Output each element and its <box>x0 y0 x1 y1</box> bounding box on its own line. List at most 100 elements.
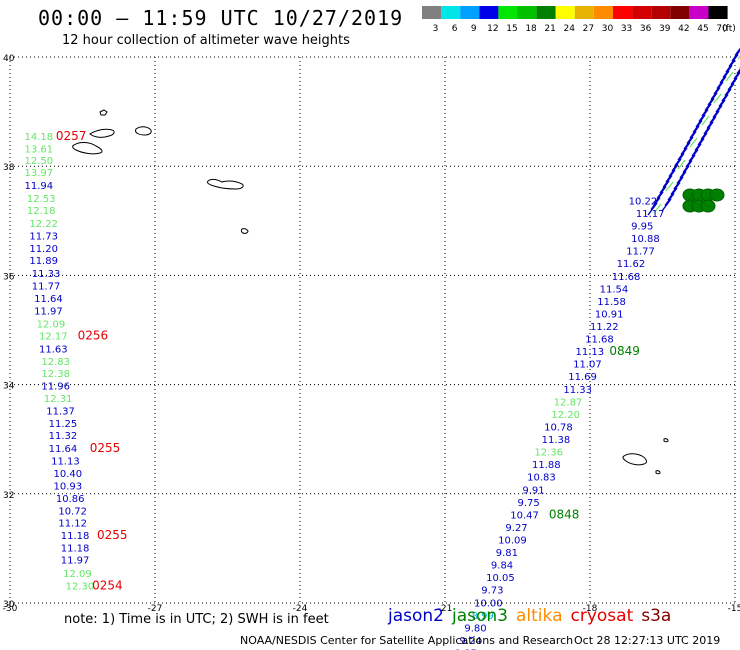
island-outline <box>72 142 103 155</box>
swath-mark <box>722 65 733 78</box>
wave-height-label: 12.30 <box>66 581 95 592</box>
swath-mark <box>677 159 686 170</box>
swath-mark <box>713 81 724 95</box>
wave-height-label: 12.87 <box>554 397 583 408</box>
island-outline <box>135 126 152 136</box>
wave-height-label: 11.20 <box>29 244 58 255</box>
colorbar-tick-label: 42 <box>678 24 689 34</box>
legend-s3a: s3a <box>641 606 672 626</box>
island-outline <box>99 109 108 116</box>
colorbar-tick-label: 9 <box>471 24 477 34</box>
wave-height-label: 11.94 <box>25 181 54 192</box>
wave-height-label: 11.18 <box>61 531 90 542</box>
swath-mark <box>736 68 740 74</box>
pass-time-label: 0254 <box>92 578 123 592</box>
swath-mark <box>680 142 691 155</box>
colorbar-tick-label: 39 <box>659 24 671 34</box>
wave-height-label: 12.50 <box>25 156 54 167</box>
swath-mark <box>721 88 732 102</box>
swath-mark <box>665 169 676 183</box>
wave-height-label: 9.80 <box>464 623 486 634</box>
swath-mark <box>686 131 697 144</box>
wave-height-label: 11.13 <box>51 456 80 467</box>
swath-mark <box>659 180 670 194</box>
x-axis-tick-label: -24 <box>293 604 308 614</box>
colorbar-tick-label: 3 <box>433 24 439 34</box>
wave-height-label: 9.35 <box>455 649 477 650</box>
page-subtitle: 12 hour collection of altimeter wave hei… <box>62 33 350 48</box>
colorbar-tick-label: 33 <box>621 24 632 34</box>
colorbar-tick-label: 6 <box>452 24 458 34</box>
wave-height-label: 11.89 <box>29 256 58 267</box>
satellite-legend: jason2 jason3 altika cryosat s3a <box>388 606 679 626</box>
wave-height-label: 9.27 <box>505 523 527 534</box>
swath-mark <box>713 93 722 104</box>
wave-height-label: 11.73 <box>29 231 58 242</box>
wave-height-label: 11.38 <box>542 435 571 446</box>
wave-height-label: 10.05 <box>486 573 515 584</box>
island-outline <box>663 438 669 443</box>
wave-height-label: 10.72 <box>58 507 87 518</box>
swath-mark <box>737 55 740 60</box>
swath-mark <box>662 175 673 188</box>
wave-height-label: 13.97 <box>25 168 54 179</box>
colorbar-tick-label: 21 <box>544 24 555 34</box>
wave-height-label: 11.64 <box>49 444 78 455</box>
island-outline <box>89 128 115 138</box>
swath-mark <box>689 137 698 148</box>
swath-mark <box>670 182 681 195</box>
wave-height-label: 10.88 <box>631 234 660 245</box>
wave-height-label: 11.54 <box>600 284 629 295</box>
swath-mark <box>647 202 658 216</box>
wave-height-label: 10.93 <box>54 481 83 492</box>
wave-height-label: 11.12 <box>58 519 87 530</box>
wave-height-label: 11.37 <box>46 407 75 418</box>
colorbar-swatch <box>479 6 499 19</box>
footer-timestamp: Oct 28 12:27:13 UTC 2019 <box>574 634 721 647</box>
colorbar-swatch <box>555 6 575 19</box>
axis-labels: -30 -27 -24 -21 -18 -15 30 32 34 36 38 40 <box>3 54 740 614</box>
colorbar-swatch <box>689 6 709 19</box>
swath-mark <box>691 143 702 157</box>
wave-height-label: 14.18 <box>25 132 54 143</box>
colorbar-tick-label: 45 <box>697 24 708 34</box>
wave-height-label: 10.40 <box>54 469 83 480</box>
swath-mark <box>698 109 709 122</box>
y-axis-tick-label: 36 <box>3 272 15 282</box>
wave-height-label: 9.81 <box>496 548 518 559</box>
legend-jason2: jason2 <box>388 606 444 626</box>
wave-height-label: 11.62 <box>617 259 646 270</box>
swath-mark <box>724 83 735 96</box>
swath-mark <box>667 187 678 201</box>
wave-height-label: 9.84 <box>491 561 513 572</box>
wave-height-label: 12.53 <box>27 194 56 205</box>
swath-mark <box>683 136 694 150</box>
colorbar-swatch <box>536 6 556 19</box>
pass-time-label: 0257 <box>56 129 87 143</box>
swath-mark <box>653 203 662 214</box>
swath-mark <box>715 99 726 113</box>
swath-mark <box>688 149 699 162</box>
wave-height-label: 12.18 <box>27 206 56 217</box>
legend-cryosat: cryosat <box>570 606 634 626</box>
wave-height-label: 12.36 <box>534 448 563 459</box>
wave-height-label: 12.31 <box>44 394 73 405</box>
swath-mark <box>665 181 674 192</box>
swath-mark <box>650 197 661 210</box>
footer-credit: NOAA/NESDIS Center for Satellite Applica… <box>240 634 574 647</box>
swath-mark <box>709 110 720 124</box>
swath-mark <box>712 105 723 118</box>
colorbar-tick-label: 12 <box>487 24 498 34</box>
colorbar: 3 6 9 12 15 18 21 24 27 30 33 36 39 42 45 70(ft) <box>422 6 736 34</box>
wave-height-label: 11.77 <box>32 282 61 293</box>
colorbar-swatch <box>613 6 633 19</box>
wave-height-label: 12.83 <box>41 357 70 368</box>
swath-mark <box>704 98 715 111</box>
wave-height-label: 11.97 <box>61 556 90 567</box>
pass-time-label: 0256 <box>78 328 109 342</box>
y-axis-tick-label: 40 <box>3 54 15 64</box>
swath-mark <box>730 72 740 85</box>
page-title: 00:00 – 11:59 UTC 10/27/2019 <box>38 6 404 30</box>
colorbar-swatch <box>460 6 480 19</box>
swath-mark <box>701 115 710 126</box>
